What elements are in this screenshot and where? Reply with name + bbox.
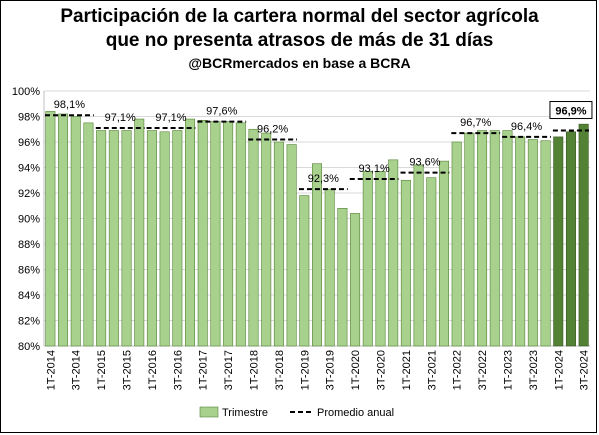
bar <box>324 188 335 347</box>
bar <box>489 130 500 347</box>
annual-average-label: 96,4% <box>511 121 542 133</box>
bar <box>464 132 475 347</box>
bar <box>58 113 69 347</box>
bar <box>108 130 119 347</box>
annual-average-label: 93,1% <box>359 163 390 175</box>
annual-average-label: 96,2% <box>257 123 288 135</box>
bar <box>197 120 208 347</box>
x-tick-label: 1T-2014 <box>45 350 57 390</box>
bar <box>134 118 145 347</box>
annual-average-label: 93,6% <box>409 157 440 169</box>
y-tick-label: 100% <box>12 86 40 98</box>
chart-title: Participación de la cartera normal del s… <box>60 6 539 27</box>
x-tick-label: 1T-2023 <box>502 350 514 390</box>
bar <box>426 177 437 347</box>
bar <box>70 116 81 347</box>
annual-average-box <box>549 101 593 120</box>
annual-average-label: 96,7% <box>460 117 491 129</box>
bar <box>527 139 538 347</box>
bar <box>515 136 526 347</box>
bar <box>540 140 551 347</box>
y-tick-label: 82% <box>18 316 40 328</box>
x-tick-label: 1T-2022 <box>452 350 464 390</box>
y-tick-label: 88% <box>18 239 40 251</box>
bar <box>210 121 221 347</box>
y-tick-label: 86% <box>18 265 40 277</box>
bar <box>96 130 107 347</box>
y-tick-label: 80% <box>18 341 40 353</box>
bar <box>273 141 284 347</box>
y-tick-label: 96% <box>18 137 40 149</box>
x-tick-label: 3T-2020 <box>375 350 387 390</box>
y-tick-label: 92% <box>18 188 40 200</box>
x-tick-label: 3T-2022 <box>477 350 489 390</box>
y-tick-label: 94% <box>18 163 40 175</box>
bar <box>502 130 513 347</box>
annual-average-label: 97,1% <box>105 112 136 124</box>
bar <box>388 159 399 347</box>
bar <box>45 111 56 347</box>
bar <box>172 130 183 347</box>
x-tick-label: 1T-2020 <box>350 350 362 390</box>
bar <box>553 136 564 347</box>
bar <box>223 121 234 347</box>
bar <box>286 144 297 347</box>
bar <box>235 122 246 347</box>
bar <box>565 131 576 347</box>
bar <box>578 123 589 347</box>
legend-swatch-trimestre <box>199 406 219 418</box>
bar <box>159 131 170 347</box>
bar <box>185 118 196 347</box>
bar <box>121 130 132 347</box>
x-tick-label: 1T-2016 <box>147 350 159 390</box>
y-tick-label: 90% <box>18 214 40 226</box>
x-tick-label: 1T-2015 <box>96 350 108 390</box>
legend-label-promedio: Promedio anual <box>317 407 394 419</box>
x-tick-label: 3T-2016 <box>172 350 184 390</box>
y-tick-label: 98% <box>18 112 40 124</box>
bar <box>146 130 157 347</box>
x-tick-label: 3T-2015 <box>122 350 134 390</box>
x-tick-label: 1T-2018 <box>249 350 261 390</box>
chart-source: @BCRmercados en base a BCRA <box>188 55 411 71</box>
bar <box>362 171 373 347</box>
bar <box>413 164 424 347</box>
bar <box>337 208 348 347</box>
y-tick-label: 84% <box>18 290 40 302</box>
bar <box>248 128 259 347</box>
bar <box>261 132 272 347</box>
x-tick-label: 3T-2017 <box>223 350 235 390</box>
x-tick-label: 3T-2019 <box>325 350 337 390</box>
annual-average-label: 97,6% <box>206 106 237 118</box>
x-tick-label: 3T-2023 <box>528 350 540 390</box>
bar <box>438 160 449 347</box>
bar <box>312 163 322 347</box>
annual-average-label: 92,3% <box>308 173 339 185</box>
chart-subtitle: que no presenta atrasos de más de 31 día… <box>105 30 494 51</box>
x-tick-label: 1T-2024 <box>553 350 565 390</box>
legend-label-trimestre: Trimestre <box>222 407 268 419</box>
x-tick-label: 3T-2021 <box>426 350 438 390</box>
x-tick-label: 3T-2014 <box>71 350 83 390</box>
bar <box>400 179 411 347</box>
bar <box>83 122 94 347</box>
bar <box>299 195 310 347</box>
bar <box>451 141 462 347</box>
annual-average-label: 96,9% <box>555 106 586 118</box>
x-tick-label: 3T-2024 <box>579 350 591 390</box>
x-tick-label: 1T-2021 <box>401 350 413 390</box>
x-tick-label: 3T-2018 <box>274 350 286 390</box>
x-tick-label: 1T-2017 <box>198 350 210 390</box>
annual-average-label: 97,1% <box>155 112 186 124</box>
bar <box>350 213 361 347</box>
x-tick-label: 1T-2019 <box>299 350 311 390</box>
bar <box>477 130 488 347</box>
bar <box>375 171 386 347</box>
annual-average-label: 98,1% <box>54 99 85 111</box>
